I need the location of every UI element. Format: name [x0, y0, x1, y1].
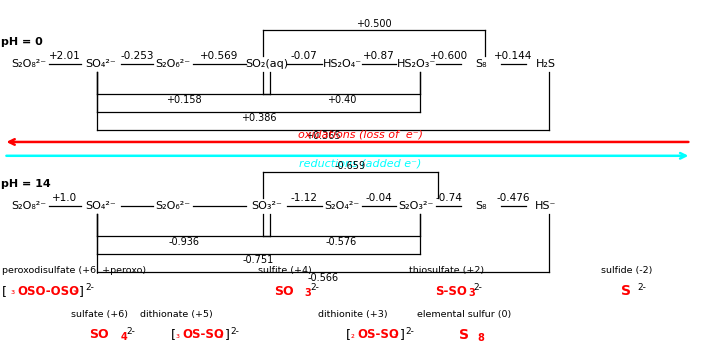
Text: -0.04: -0.04: [366, 193, 392, 203]
Text: S₂O₄²⁻: S₂O₄²⁻: [325, 201, 359, 211]
Text: 2-: 2-: [310, 283, 319, 292]
Text: HS₂O₃⁻: HS₂O₃⁻: [397, 59, 436, 69]
Text: +0.158: +0.158: [166, 95, 202, 105]
Text: ]: ]: [225, 328, 230, 341]
Text: +0.386: +0.386: [240, 113, 276, 123]
Text: H₂S: H₂S: [536, 59, 556, 69]
Text: -0.07: -0.07: [291, 51, 318, 61]
Text: elemental sulfur (0): elemental sulfur (0): [418, 309, 511, 318]
Text: 2-: 2-: [230, 327, 239, 336]
Text: 2-: 2-: [637, 283, 646, 292]
Text: -0.566: -0.566: [307, 273, 339, 283]
Text: S₈: S₈: [475, 59, 487, 69]
Text: -0.576: -0.576: [325, 237, 357, 247]
Text: S: S: [621, 284, 631, 298]
Text: ₂: ₂: [393, 330, 397, 340]
Text: +0.500: +0.500: [356, 19, 392, 29]
Text: ₂: ₂: [351, 330, 354, 340]
Text: sulfate (+6): sulfate (+6): [71, 309, 128, 318]
Text: [: [: [2, 285, 7, 298]
Text: +0.569: +0.569: [200, 51, 239, 61]
Text: pH = 0: pH = 0: [1, 37, 43, 47]
Text: 2-: 2-: [405, 327, 414, 336]
Text: peroxodisulfate (+6, +peroxo): peroxodisulfate (+6, +peroxo): [2, 266, 146, 275]
Text: OSO-OSO: OSO-OSO: [17, 285, 79, 298]
Text: +1.0: +1.0: [53, 193, 77, 203]
Text: S: S: [459, 328, 469, 342]
Text: pH = 14: pH = 14: [1, 179, 51, 189]
Text: -0.936: -0.936: [168, 237, 199, 247]
Text: +2.01: +2.01: [49, 51, 81, 61]
Text: 2-: 2-: [127, 327, 135, 336]
Text: ₃: ₃: [11, 286, 15, 296]
Text: reductions (added е⁻): reductions (added е⁻): [299, 159, 421, 169]
Text: HS₂O₄⁻: HS₂O₄⁻: [323, 59, 361, 69]
Text: sulfide (-2): sulfide (-2): [600, 266, 652, 275]
Text: SO₄²⁻: SO₄²⁻: [86, 201, 116, 211]
Text: 2-: 2-: [85, 283, 94, 292]
Text: S-SO: S-SO: [436, 285, 467, 298]
Text: thiosulfate (+2): thiosulfate (+2): [409, 266, 484, 275]
Text: SO₂(aq): SO₂(aq): [245, 59, 288, 69]
Text: +0.87: +0.87: [363, 51, 395, 61]
Text: OS-SO: OS-SO: [357, 328, 399, 341]
Text: -0.253: -0.253: [120, 51, 153, 61]
Text: dithionate (+5): dithionate (+5): [140, 309, 213, 318]
Text: [: [: [346, 328, 351, 341]
Text: SO: SO: [274, 285, 294, 298]
Text: ]: ]: [79, 285, 84, 298]
Text: SO₃²⁻: SO₃²⁻: [251, 201, 282, 211]
Text: S₂O₆²⁻: S₂O₆²⁻: [156, 59, 190, 69]
Text: 3: 3: [305, 288, 311, 298]
Text: dithionite (+3): dithionite (+3): [318, 309, 387, 318]
Text: 4: 4: [121, 332, 127, 342]
Text: +0.365: +0.365: [305, 131, 341, 141]
Text: -0.74: -0.74: [435, 193, 462, 203]
Text: SO₄²⁻: SO₄²⁻: [86, 59, 116, 69]
Text: S₂O₆²⁻: S₂O₆²⁻: [156, 201, 190, 211]
Text: -0.476: -0.476: [497, 193, 530, 203]
Text: oxidations (loss of  е⁻): oxidations (loss of е⁻): [297, 129, 423, 139]
Text: -0.659: -0.659: [335, 161, 366, 171]
Text: S₂O₈²⁻: S₂O₈²⁻: [12, 201, 46, 211]
Text: sulfite (+4): sulfite (+4): [258, 266, 311, 275]
Text: 3: 3: [468, 288, 474, 298]
Text: +0.144: +0.144: [494, 51, 533, 61]
Text: S₈: S₈: [475, 201, 487, 211]
Text: [: [: [171, 328, 176, 341]
Text: +0.600: +0.600: [430, 51, 467, 61]
Text: -1.12: -1.12: [291, 193, 318, 203]
Text: S₂O₃²⁻: S₂O₃²⁻: [398, 201, 434, 211]
Text: ₃: ₃: [73, 286, 77, 296]
Text: ₃: ₃: [176, 330, 180, 340]
Text: +0.40: +0.40: [327, 95, 356, 105]
Text: OS-SO: OS-SO: [182, 328, 224, 341]
Text: HS⁻: HS⁻: [535, 201, 557, 211]
Text: ]: ]: [400, 328, 405, 341]
Text: 2-: 2-: [474, 283, 482, 292]
Text: S₂O₈²⁻: S₂O₈²⁻: [12, 59, 46, 69]
Text: ₃: ₃: [218, 330, 222, 340]
Text: -0.751: -0.751: [243, 255, 274, 265]
Text: SO: SO: [89, 328, 109, 341]
Text: 8: 8: [477, 333, 485, 343]
